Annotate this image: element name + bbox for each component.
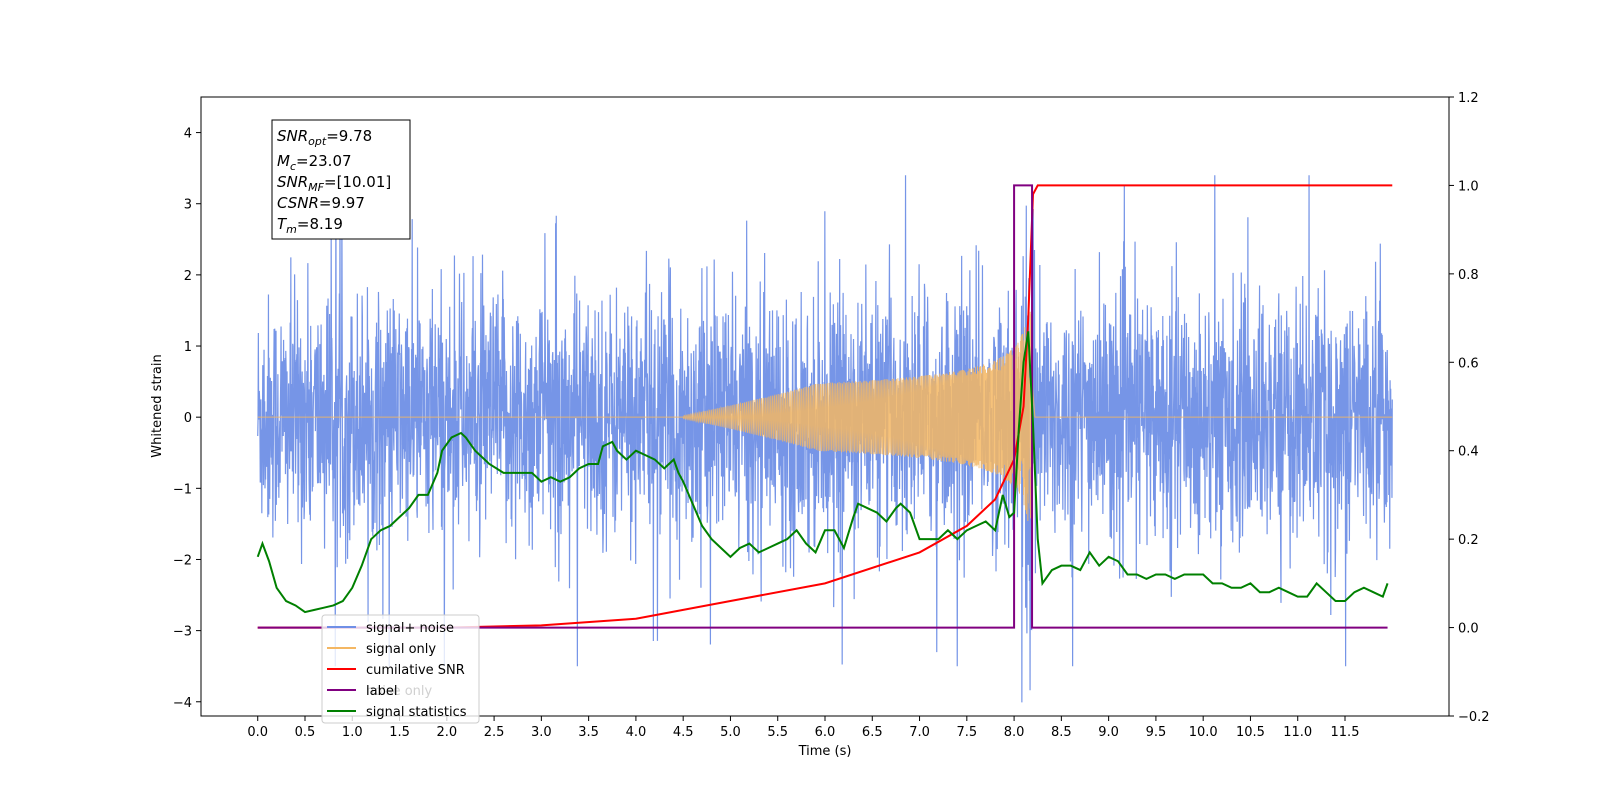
x-tick-label: 0.5 xyxy=(295,725,316,740)
info-csnr-base: CSNR xyxy=(277,194,319,212)
info-snr-mf-value: =[10.01] xyxy=(324,173,391,191)
info-box-frame xyxy=(271,119,411,240)
legend-label-cumulative-snr: cumilative SNR xyxy=(366,663,465,678)
right-y-tick-label: 0.4 xyxy=(1458,445,1479,460)
x-tick-label: 11.0 xyxy=(1283,725,1312,740)
x-tick-label: 4.0 xyxy=(626,725,647,740)
x-tick-label: 10.5 xyxy=(1236,725,1265,740)
x-tick-label: 7.0 xyxy=(909,725,930,740)
legend-label-signal-noise: signal+ noise xyxy=(366,621,454,636)
info-csnr-value: =9.97 xyxy=(319,194,365,212)
legend-label-signal-only: signal only xyxy=(366,642,436,657)
right-y-tick-label: 0.0 xyxy=(1458,622,1479,637)
right-y-tick-label: −0.2 xyxy=(1458,710,1490,725)
left-y-axis-ticks: 4 3 2 1 0 −1 −2 −3 −4 xyxy=(173,127,201,711)
info-mc-sub: c xyxy=(290,160,296,173)
legend: signal+ noise signal only cumilative SNR… xyxy=(321,614,480,724)
info-tm-base: T xyxy=(277,215,288,233)
x-tick-label: 10.0 xyxy=(1189,725,1218,740)
x-tick-label: 3.0 xyxy=(531,725,552,740)
info-snr-mf-base: SNR xyxy=(277,173,308,191)
info-mc-base: M xyxy=(277,152,290,170)
info-box: SNRopt=9.78 Mc=23.07 SNRMF=[10.01] CSNR=… xyxy=(271,119,411,240)
info-mc-value: =23.07 xyxy=(296,152,352,170)
right-y-tick-label: 0.6 xyxy=(1458,356,1479,371)
x-tick-label: 1.5 xyxy=(389,725,410,740)
x-tick-label: 5.0 xyxy=(720,725,741,740)
info-snr-opt-sub: opt xyxy=(308,135,327,148)
right-y-tick-label: 0.8 xyxy=(1458,268,1479,283)
right-y-tick-label: 1.0 xyxy=(1458,179,1479,194)
x-tick-label: 0.0 xyxy=(247,725,268,740)
left-y-tick-label: −4 xyxy=(173,696,192,711)
plot-traces xyxy=(256,175,1393,703)
x-tick-label: 8.5 xyxy=(1051,725,1072,740)
left-y-tick-label: 3 xyxy=(184,198,192,213)
x-tick-label: 9.0 xyxy=(1098,725,1119,740)
x-tick-label: 9.5 xyxy=(1146,725,1167,740)
series-signal-noise xyxy=(257,175,1393,703)
x-axis-label: Time (s) xyxy=(798,744,852,759)
info-tm-sub: m xyxy=(286,223,297,236)
left-y-tick-label: 1 xyxy=(184,340,192,355)
x-tick-label: 5.5 xyxy=(767,725,788,740)
x-tick-label: 3.5 xyxy=(578,725,599,740)
left-y-tick-label: −2 xyxy=(173,553,192,568)
info-tm-value: =8.19 xyxy=(297,215,343,233)
x-tick-label: 7.5 xyxy=(956,725,977,740)
left-y-tick-label: 2 xyxy=(184,269,192,284)
x-axis-ticks: 0.0 0.5 1.0 1.5 2.0 2.5 3.0 3.5 4.0 4.5 5.0 5.5 6.0 6… xyxy=(247,716,1359,740)
info-snr-mf: SNRMF=[10.01] xyxy=(277,173,391,194)
info-csnr: CSNR=9.97 xyxy=(277,194,365,212)
left-y-tick-label: 4 xyxy=(184,127,192,142)
legend-label-noise-only: noise only xyxy=(366,684,433,699)
series-signal-only xyxy=(257,310,1393,522)
x-tick-label: 6.0 xyxy=(815,725,836,740)
legend-label-label: label xyxy=(366,684,397,699)
info-snr-mf-sub: MF xyxy=(308,181,324,194)
legend-label-signal-statistics: signal statistics xyxy=(366,705,467,720)
x-tick-label: 2.0 xyxy=(436,725,457,740)
x-tick-label: 2.5 xyxy=(484,725,505,740)
info-mc: Mc=23.07 xyxy=(277,152,352,173)
left-y-axis-label: Whitened strain xyxy=(150,354,165,457)
info-snr-opt-value: =9.78 xyxy=(326,127,372,145)
x-tick-label: 8.0 xyxy=(1004,725,1025,740)
left-y-tick-label: −1 xyxy=(173,482,192,497)
left-y-tick-label: −3 xyxy=(173,625,192,640)
info-snr-opt-base: SNR xyxy=(277,127,308,145)
x-tick-label: 1.0 xyxy=(342,725,363,740)
right-y-axis-ticks: 1.2 1.0 0.8 0.6 0.4 0.2 0.0 −0.2 xyxy=(1449,91,1490,725)
right-y-tick-label: 1.2 xyxy=(1458,91,1479,106)
x-tick-label: 4.5 xyxy=(673,725,694,740)
left-y-tick-label: 0 xyxy=(184,411,192,426)
info-snr-opt: SNRopt=9.78 xyxy=(277,127,372,148)
legend-frame xyxy=(321,614,480,724)
x-tick-label: 11.5 xyxy=(1331,725,1360,740)
right-y-tick-label: 0.2 xyxy=(1458,533,1479,548)
series-signal-statistics xyxy=(256,331,1389,614)
x-tick-label: 6.5 xyxy=(862,725,883,740)
info-tm: Tm=8.19 xyxy=(277,215,343,236)
series-label xyxy=(257,184,1388,629)
